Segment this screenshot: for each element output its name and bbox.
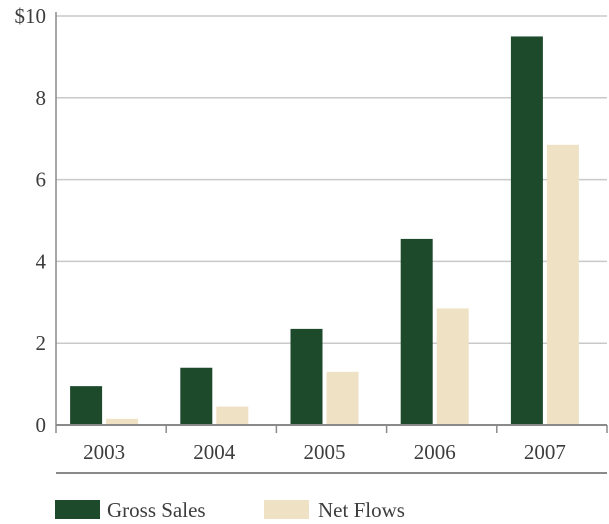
x-tick-label: 2003 xyxy=(83,440,125,464)
y-tick-label: 0 xyxy=(36,413,47,437)
y-tick-label: 4 xyxy=(36,249,47,273)
bar-net-flows-2006 xyxy=(436,308,469,425)
x-tick-label: 2007 xyxy=(524,440,566,464)
bar-gross-sales-2003 xyxy=(70,386,103,425)
y-axis-ticks: 0 2 4 6 8 $10 xyxy=(15,4,47,437)
legend-label: Net Flows xyxy=(318,498,405,522)
bar-gross-sales-2007 xyxy=(510,36,543,425)
y-tick-label: 2 xyxy=(36,331,47,355)
legend: Gross Sales Net Flows xyxy=(55,498,405,522)
y-tick-label: 6 xyxy=(36,168,47,192)
bars xyxy=(70,36,579,425)
x-tick-label: 2006 xyxy=(414,440,456,464)
bar-gross-sales-2004 xyxy=(180,367,213,425)
x-axis-ticks: 2003 2004 2005 2006 2007 xyxy=(55,425,608,464)
y-tick-label: 8 xyxy=(36,86,47,110)
bar-gross-sales-2005 xyxy=(290,328,323,425)
bar-gross-sales-2006 xyxy=(400,238,433,425)
bar-net-flows-2004 xyxy=(216,406,249,425)
y-tick-label: $10 xyxy=(15,4,47,28)
x-tick-label: 2005 xyxy=(304,440,346,464)
x-tick-label: 2004 xyxy=(193,440,236,464)
legend-swatch xyxy=(55,500,100,519)
bar-net-flows-2007 xyxy=(546,144,579,425)
bar-net-flows-2003 xyxy=(106,418,139,425)
legend-label: Gross Sales xyxy=(107,498,206,522)
legend-swatch xyxy=(264,500,309,519)
bar-net-flows-2005 xyxy=(326,371,359,425)
